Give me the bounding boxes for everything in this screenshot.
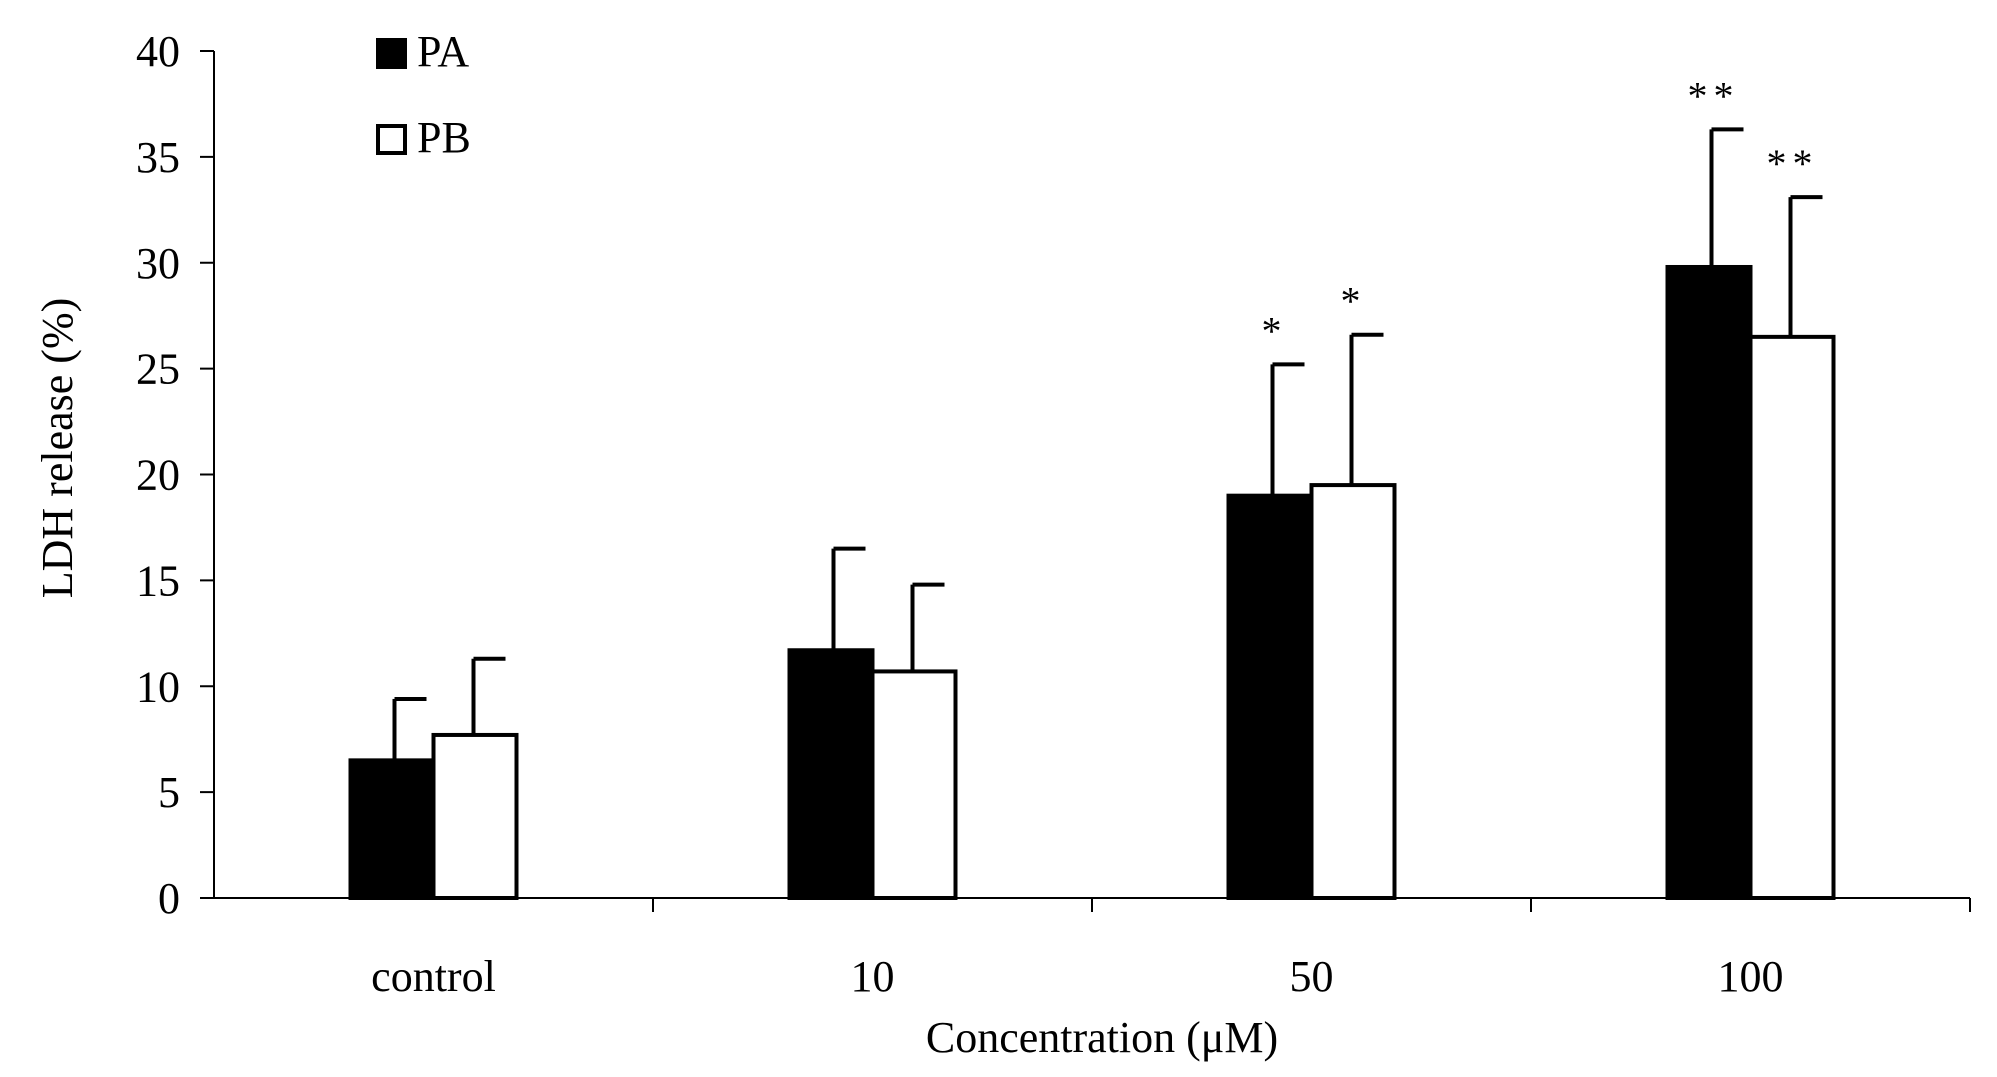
bar-pb-10 — [870, 669, 958, 900]
y-tick-label: 20 — [136, 451, 180, 500]
legend-swatch-pa — [376, 38, 407, 69]
y-tick-label: 15 — [136, 556, 180, 605]
x-tick-label: 50 — [1290, 952, 1334, 1001]
y-tick-label: 5 — [158, 768, 180, 817]
x-tick-label: 100 — [1718, 952, 1784, 1001]
y-tick-label: 35 — [136, 133, 180, 182]
bar-pb-100 — [1748, 334, 1836, 900]
y-tick-label: 40 — [136, 27, 180, 76]
y-tick-label: 0 — [158, 874, 180, 923]
x-tick-label: control — [371, 952, 496, 1001]
y-tick-label: 30 — [136, 239, 180, 288]
x-axis-label: Concentration (μM) — [926, 1013, 1278, 1062]
bar-pb-control — [431, 732, 519, 901]
bar-pa-control — [348, 758, 436, 900]
x-tick-label: 10 — [851, 952, 895, 1001]
legend-label-pa: PA — [417, 27, 469, 76]
y-tick-label: 10 — [136, 662, 180, 711]
significance-marker: ** — [1767, 141, 1819, 186]
bar-pa-100 — [1665, 264, 1753, 900]
significance-marker: * — [1262, 308, 1288, 353]
legend-swatch-pb — [376, 124, 407, 155]
legend-label-pb: PB — [417, 113, 471, 162]
bar-pa-10 — [787, 648, 875, 900]
significance-marker: * — [1341, 279, 1367, 324]
bar-pb-50 — [1309, 483, 1397, 900]
significance-marker: ** — [1688, 73, 1740, 118]
bar-pa-50 — [1226, 493, 1314, 900]
y-axis-label: LDH release (%) — [33, 298, 82, 599]
y-tick-label: 25 — [136, 345, 180, 394]
